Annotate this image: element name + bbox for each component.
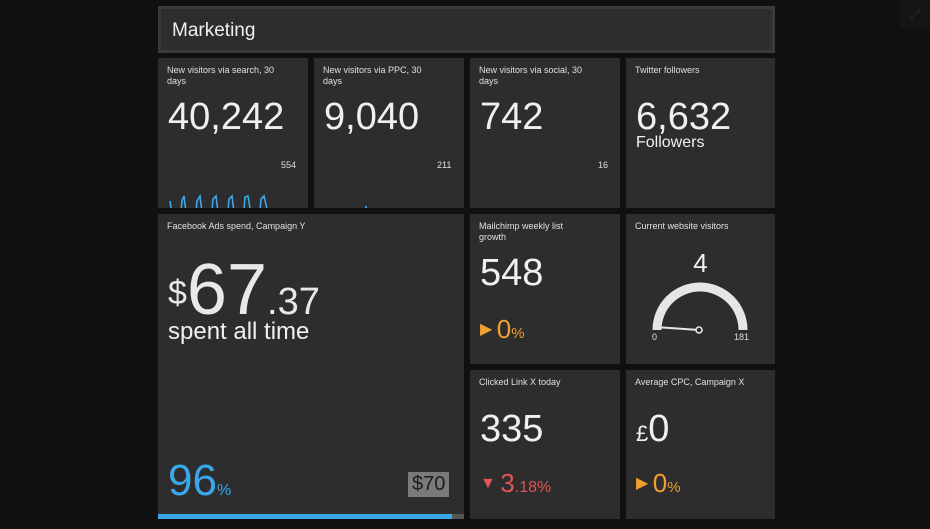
dashboard-title: Marketing (161, 9, 772, 50)
percent-value: 96 (168, 456, 217, 505)
tile-title: Current website visitors (635, 221, 729, 231)
metric-value: 9,040 (324, 96, 420, 138)
expand-icon: ⤢ (909, 5, 921, 22)
down-arrow-icon: ▼ (480, 475, 496, 492)
budget-progress-fill (158, 514, 452, 519)
tile-search-visitors[interactable]: New visitors via search, 30 days 40,242 … (158, 58, 308, 208)
flat-arrow-icon: ▶ (636, 475, 649, 492)
tile-social-visitors[interactable]: New visitors via social, 30 days 742 16 (470, 58, 620, 208)
change-unit: % (511, 325, 525, 342)
budget-progress-track (158, 514, 464, 519)
last-value: 16 (598, 160, 609, 170)
visitors-gauge (652, 282, 748, 334)
dashboard-header: Marketing (158, 6, 775, 53)
change-indicator: ▼ 3.18% (480, 468, 551, 499)
change-value: 0 (496, 314, 512, 344)
gauge-value: 4 (693, 248, 708, 278)
metric-value-group: £0 (636, 410, 669, 448)
metric-value: 335 (480, 408, 544, 450)
sparkline-social (480, 204, 590, 208)
tile-ppc-visitors[interactable]: New visitors via PPC, 30 days 9,040 211 (314, 58, 464, 208)
budget-total: $70 (408, 472, 450, 497)
budget-percent: 96% (168, 459, 231, 503)
tile-website-visitors[interactable]: Current website visitors 4 0 181 (626, 214, 775, 364)
tile-title: New visitors via social, 30 days (479, 65, 583, 86)
metric-value: 0 (648, 408, 670, 450)
gauge-max: 181 (734, 332, 750, 342)
gauge-needle (655, 325, 700, 331)
gauge-pivot (695, 326, 703, 334)
currency-symbol: £ (636, 421, 649, 446)
flat-arrow-icon: ▶ (480, 321, 493, 338)
tile-title: New visitors via search, 30 days (167, 65, 275, 86)
fullscreen-button[interactable]: ⤢ (900, 0, 930, 28)
change-unit: % (667, 479, 681, 496)
tile-clicked-link[interactable]: Clicked Link X today 335 ▼ 3.18% (470, 370, 620, 519)
spend-integer: 67 (186, 250, 268, 330)
tile-facebook-ads-spend[interactable]: Facebook Ads spend, Campaign Y $67.37 sp… (158, 214, 464, 519)
tile-title: Mailchimp weekly list growth (479, 221, 564, 242)
tile-title: Twitter followers (635, 65, 700, 75)
spend-decimal: .37 (267, 281, 320, 323)
last-value: 211 (437, 160, 452, 170)
change-indicator: ▶ 0% (480, 314, 525, 345)
tile-title: Clicked Link X today (479, 377, 561, 387)
metric-value: 40,242 (168, 96, 285, 138)
spend-amount: $67.37 (168, 254, 320, 326)
change-indicator: ▶ 0% (636, 468, 681, 499)
percent-unit: % (216, 482, 232, 499)
metric-value: 6,632 (636, 96, 732, 138)
metric-unit: Followers (636, 134, 705, 151)
change-value: 0 (652, 468, 668, 498)
tile-title: Average CPC, Campaign X (635, 377, 745, 387)
metric-value: 742 (480, 96, 544, 138)
change-decimal: .18 (514, 479, 538, 496)
last-value: 554 (281, 160, 297, 170)
sparkline-search (169, 193, 268, 208)
change-integer: 3 (500, 468, 515, 498)
currency-symbol: $ (168, 274, 187, 312)
sparkline-ppc (364, 205, 368, 208)
spend-caption: spent all time (168, 318, 310, 345)
tile-title: New visitors via PPC, 30 days (323, 65, 422, 86)
metric-value: 548 (480, 252, 544, 294)
tile-twitter-followers[interactable]: Twitter followers 6,632 Followers (626, 58, 775, 208)
gauge-min: 0 (652, 332, 658, 342)
tile-title: Facebook Ads spend, Campaign Y (167, 221, 306, 231)
tile-mailchimp-growth[interactable]: Mailchimp weekly list growth 548 ▶ 0% (470, 214, 620, 364)
change-unit: % (537, 479, 552, 496)
tile-average-cpc[interactable]: Average CPC, Campaign X £0 ▶ 0% (626, 370, 775, 519)
